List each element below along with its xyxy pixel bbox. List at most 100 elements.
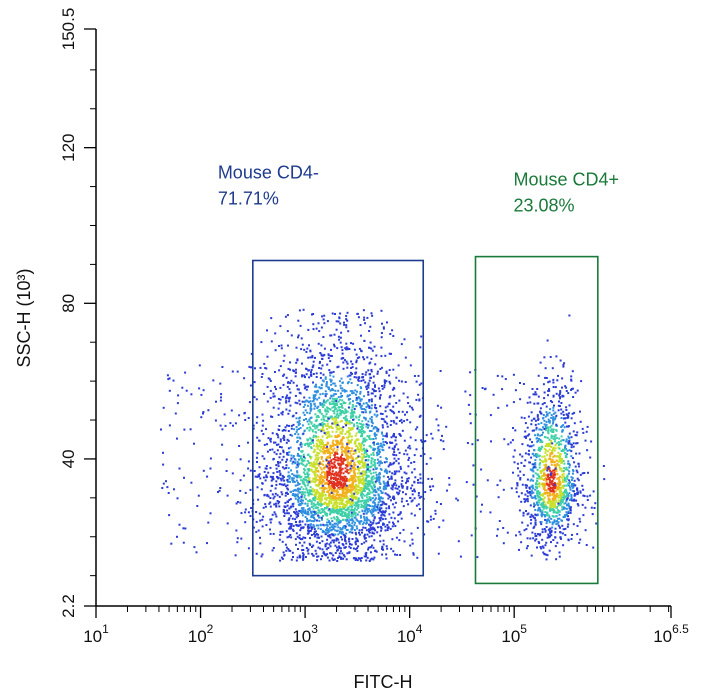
event-dot (566, 468, 569, 471)
event-dot (394, 482, 397, 485)
event-dot (353, 524, 356, 527)
event-dot (285, 491, 288, 494)
event-dot (278, 402, 281, 405)
event-dot (381, 545, 384, 548)
event-dot (387, 497, 390, 500)
event-dot (350, 416, 352, 419)
event-dot (334, 452, 337, 454)
event-dot (316, 415, 319, 418)
event-dot (309, 402, 312, 405)
event-dot (553, 454, 556, 457)
event-dot (370, 461, 373, 464)
event-dot (556, 379, 559, 382)
event-dot (373, 485, 376, 488)
event-dot (321, 379, 324, 382)
event-dot (547, 427, 550, 430)
event-dot (413, 454, 416, 457)
event-dot (533, 502, 536, 505)
event-dot (538, 534, 541, 537)
event-dot (379, 486, 381, 489)
event-dot (406, 477, 409, 480)
event-dot (594, 502, 597, 505)
event-dot (351, 390, 354, 393)
event-dot (383, 420, 386, 423)
event-dot (307, 512, 310, 514)
event-dot (354, 451, 357, 454)
event-dot (336, 459, 339, 462)
event-dot (340, 536, 343, 539)
event-dot (429, 489, 432, 492)
event-dot (345, 409, 348, 412)
event-dot (248, 365, 251, 368)
event-dot (320, 496, 323, 499)
event-dot (369, 509, 372, 512)
event-dot (329, 497, 331, 500)
event-dot (320, 457, 323, 460)
event-dot (331, 430, 334, 433)
event-dot (374, 503, 377, 506)
event-dot (355, 518, 358, 521)
event-dot (360, 334, 362, 337)
event-dot (302, 455, 305, 458)
event-dot (361, 509, 364, 512)
event-dot (550, 446, 553, 448)
event-dot (550, 529, 553, 532)
event-dot (415, 504, 418, 507)
event-dot (358, 462, 361, 465)
event-dot (318, 396, 321, 399)
event-dot (295, 510, 298, 513)
event-dot (531, 496, 534, 499)
event-dot (536, 453, 539, 456)
event-dot (288, 451, 291, 454)
event-dot (563, 495, 566, 498)
event-dot (560, 499, 563, 502)
event-dot (364, 479, 367, 482)
event-dot (359, 559, 362, 562)
event-dot (300, 498, 303, 501)
event-dot (543, 419, 546, 422)
event-dot (300, 509, 303, 512)
event-dot (353, 529, 356, 531)
event-dot (370, 446, 373, 449)
event-dot (535, 393, 538, 396)
event-dot (382, 326, 385, 329)
event-dot (283, 483, 286, 486)
event-dot (310, 493, 313, 496)
event-dot (386, 547, 389, 550)
event-dot (535, 428, 538, 431)
event-dot (361, 425, 364, 428)
event-dot (361, 408, 364, 410)
event-dot (332, 439, 335, 442)
event-dot (329, 334, 332, 337)
event-dot (365, 402, 368, 404)
event-dot (544, 436, 547, 439)
event-dot (302, 308, 305, 311)
event-dot (324, 376, 327, 379)
event-dot (328, 464, 331, 466)
event-dot (399, 532, 402, 535)
event-dot (557, 496, 560, 499)
event-dot (326, 474, 329, 477)
event-dot (314, 468, 317, 471)
event-dot (318, 542, 321, 544)
event-dot (269, 380, 272, 382)
event-dot (395, 416, 398, 419)
event-dot (564, 527, 567, 530)
event-dot (354, 372, 357, 375)
event-dot (313, 407, 316, 410)
event-dot (370, 459, 373, 462)
event-dot (286, 330, 289, 333)
event-dot (352, 411, 355, 414)
event-dot (552, 418, 555, 421)
event-dot (349, 486, 352, 489)
event-dot (558, 486, 561, 489)
event-dot (524, 484, 527, 487)
event-dot (393, 394, 396, 397)
event-dot (401, 485, 404, 488)
event-dot (280, 479, 283, 482)
event-dot (537, 474, 540, 477)
event-dot (571, 486, 574, 489)
event-dot (392, 368, 395, 371)
event-dot (310, 512, 313, 515)
event-dot (376, 458, 379, 461)
